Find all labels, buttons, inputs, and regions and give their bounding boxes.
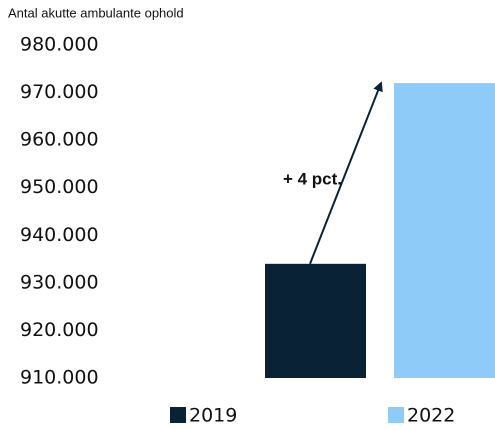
legend-label: 2022: [407, 405, 455, 427]
bar: [265, 263, 366, 378]
legend-swatch: [170, 407, 186, 423]
y-tick-label: 920.000: [20, 319, 99, 341]
annotation: + 4 pct.: [283, 169, 342, 188]
y-tick-label: 960.000: [20, 129, 99, 151]
y-tick-label: 970.000: [20, 81, 99, 103]
y-tick-label: 980.000: [20, 34, 99, 56]
y-axis-title: Antal akutte ambulante ophold: [8, 5, 184, 20]
y-tick-label: 950.000: [20, 176, 99, 198]
legend-swatch: [388, 407, 404, 423]
legend-label: 2019: [189, 405, 237, 427]
y-tick-label: 940.000: [20, 224, 99, 246]
y-tick-label: 910.000: [20, 367, 99, 389]
arrow: [309, 81, 383, 265]
y-tick-label: 930.000: [20, 271, 99, 293]
bar: [394, 83, 495, 379]
